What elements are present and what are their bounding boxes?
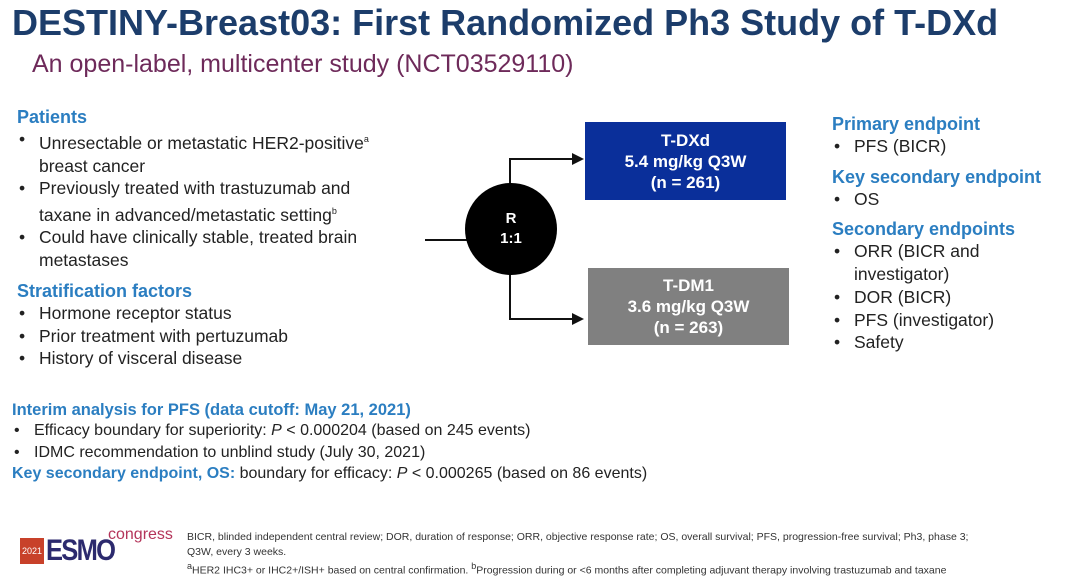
patient-criterion: Could have clinically stable, treated br…	[17, 226, 369, 271]
patient-criterion: Previously treated with trastuzumab andt…	[17, 177, 369, 226]
footnotes: BICR, blinded independent central review…	[187, 531, 969, 577]
endpoint-item: PFS (investigator)	[832, 309, 1041, 332]
connector-line	[509, 158, 511, 198]
secondary-heading: Secondary endpoints	[832, 219, 1016, 240]
arm-box-tdm1: T-DM1 3.6 mg/kg Q3W (n = 263)	[588, 268, 789, 345]
patients-heading: Patients	[17, 107, 88, 127]
arm-box-tdxd: T-DXd 5.4 mg/kg Q3W (n = 261)	[585, 122, 786, 200]
endpoint-item: PFS (BICR)	[832, 135, 1041, 158]
primary-endpoint-heading: Primary endpoint	[832, 114, 981, 134]
randomization-circle: R 1:1	[465, 183, 557, 275]
endpoint-item: DOR (BICR)	[832, 286, 1041, 309]
os-boundary: Key secondary endpoint, OS: boundary for…	[12, 465, 648, 482]
endpoint-item: Safety	[832, 331, 1041, 354]
patients-section: Patients Unresectable or metastatic HER2…	[17, 107, 369, 370]
interim-section: Interim analysis for PFS (data cutoff: M…	[12, 401, 647, 485]
input-line	[425, 239, 470, 241]
endpoint-item: OS	[832, 188, 1041, 211]
stratification-factor: History of visceral disease	[17, 347, 369, 370]
patient-criterion: Unresectable or metastatic HER2-positive…	[17, 128, 369, 177]
esmo-logo: 2021 ESMO congress	[20, 526, 173, 567]
stratification-factor: Hormone receptor status	[17, 302, 369, 325]
connector-line	[509, 318, 577, 320]
key-secondary-heading: Key secondary endpoint	[832, 166, 1042, 187]
stratification-factor: Prior treatment with pertuzumab	[17, 325, 369, 348]
connector-line	[509, 158, 577, 160]
stratification-heading: Stratification factors	[17, 280, 193, 301]
arrow-icon	[572, 313, 584, 325]
subtitle: An open-label, multicenter study (NCT035…	[32, 50, 574, 78]
interim-heading: Interim analysis for PFS (data cutoff: M…	[12, 401, 411, 419]
interim-item: IDMC recommendation to unblind study (Ju…	[12, 442, 647, 464]
page-title: DESTINY-Breast03: First Randomized Ph3 S…	[12, 2, 999, 43]
interim-item: Efficacy boundary for superiority: P < 0…	[12, 420, 647, 442]
connector-line	[509, 272, 511, 319]
endpoints-section: Primary endpoint PFS (BICR) Key secondar…	[832, 114, 1041, 354]
arrow-icon	[572, 153, 584, 165]
